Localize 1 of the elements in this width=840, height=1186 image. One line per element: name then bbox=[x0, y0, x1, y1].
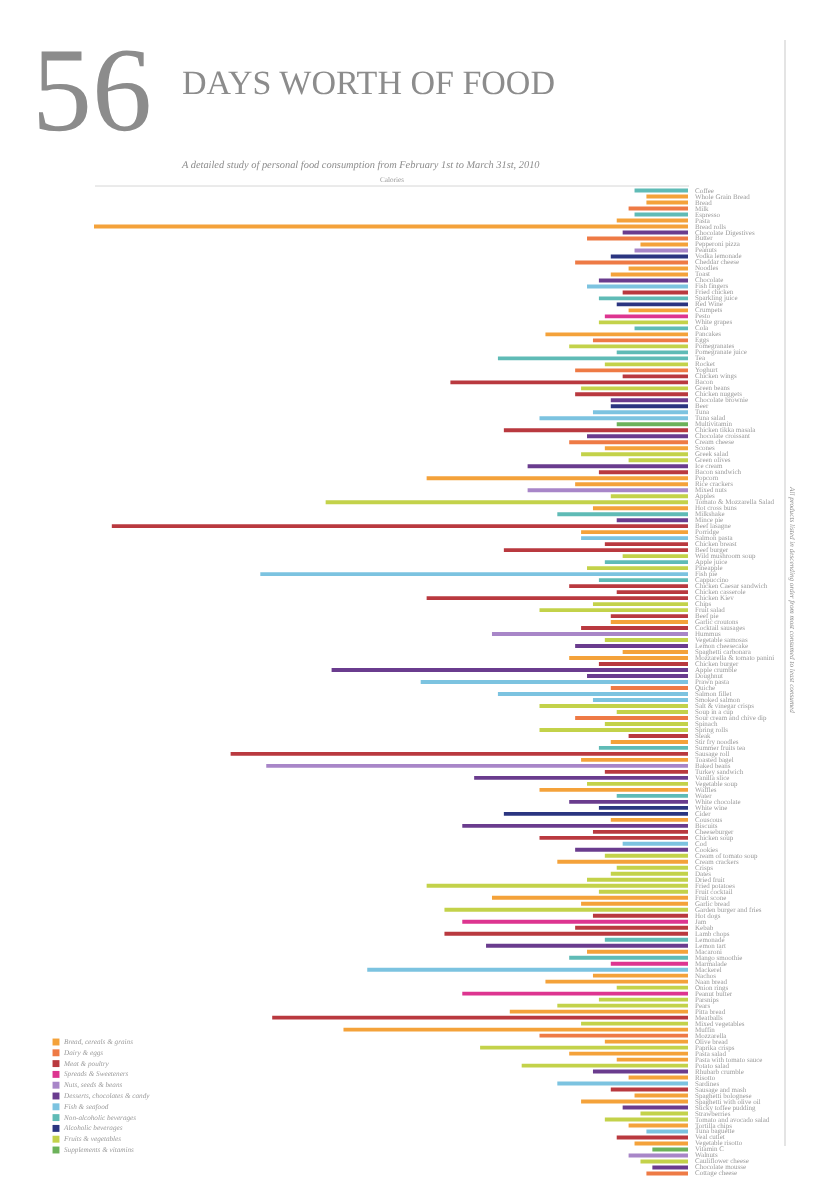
chart-title: 56 DAYS WORTH OF FOOD bbox=[32, 24, 555, 156]
